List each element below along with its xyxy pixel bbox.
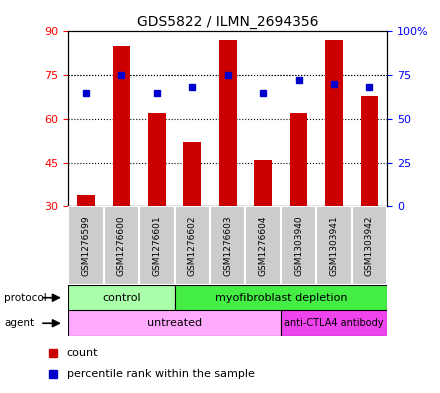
Text: untreated: untreated [147, 318, 202, 328]
Bar [219, 40, 237, 206]
Text: percentile rank within the sample: percentile rank within the sample [67, 369, 254, 379]
Bar [352, 206, 387, 285]
Text: agent: agent [4, 318, 34, 328]
Bar [113, 46, 130, 206]
Text: control: control [102, 293, 141, 303]
Bar [68, 310, 281, 336]
Bar [361, 95, 378, 206]
Title: GDS5822 / ILMN_2694356: GDS5822 / ILMN_2694356 [137, 15, 319, 29]
Bar [281, 310, 387, 336]
Bar [139, 206, 175, 285]
Bar [183, 142, 201, 206]
Bar [68, 206, 104, 285]
Text: GSM1303942: GSM1303942 [365, 215, 374, 276]
Text: GSM1276599: GSM1276599 [81, 215, 91, 276]
Bar [148, 113, 166, 206]
Bar [175, 206, 210, 285]
Bar [325, 40, 343, 206]
Text: anti-CTLA4 antibody: anti-CTLA4 antibody [284, 318, 384, 328]
Text: myofibroblast depletion: myofibroblast depletion [215, 293, 347, 303]
Text: count: count [67, 348, 98, 358]
Bar [281, 206, 316, 285]
Text: GSM1276604: GSM1276604 [259, 215, 268, 276]
Bar [104, 206, 139, 285]
Bar [210, 206, 246, 285]
Text: GSM1276601: GSM1276601 [152, 215, 161, 276]
Text: GSM1276602: GSM1276602 [188, 215, 197, 276]
Bar [68, 285, 175, 310]
Bar [77, 195, 95, 206]
Text: GSM1276603: GSM1276603 [223, 215, 232, 276]
Text: GSM1276600: GSM1276600 [117, 215, 126, 276]
Bar [254, 160, 272, 206]
Bar [316, 206, 352, 285]
Bar [246, 206, 281, 285]
Bar [175, 285, 387, 310]
Bar [290, 113, 308, 206]
Text: GSM1303941: GSM1303941 [330, 215, 338, 276]
Text: GSM1303940: GSM1303940 [294, 215, 303, 276]
Text: protocol: protocol [4, 293, 47, 303]
